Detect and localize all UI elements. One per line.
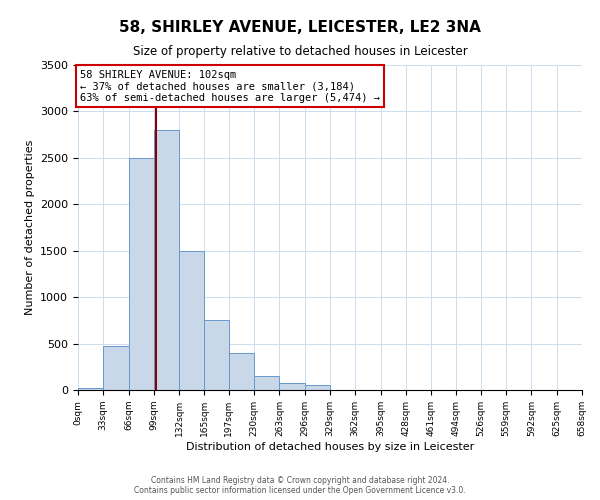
Bar [254,376,280,390]
Bar [305,386,330,390]
Bar [154,130,179,390]
Text: 58 SHIRLEY AVENUE: 102sqm
← 37% of detached houses are smaller (3,184)
63% of se: 58 SHIRLEY AVENUE: 102sqm ← 37% of detac… [80,70,380,103]
Bar [280,383,305,390]
X-axis label: Distribution of detached houses by size in Leicester: Distribution of detached houses by size … [186,442,474,452]
Bar [229,353,254,390]
Text: Contains HM Land Registry data © Crown copyright and database right 2024.
Contai: Contains HM Land Registry data © Crown c… [134,476,466,495]
Text: Size of property relative to detached houses in Leicester: Size of property relative to detached ho… [133,45,467,58]
Bar [78,388,103,390]
Bar [128,158,154,390]
Y-axis label: Number of detached properties: Number of detached properties [25,140,35,315]
Bar [205,320,229,390]
Text: 58, SHIRLEY AVENUE, LEICESTER, LE2 3NA: 58, SHIRLEY AVENUE, LEICESTER, LE2 3NA [119,20,481,35]
Bar [103,346,128,390]
Bar [179,250,205,390]
